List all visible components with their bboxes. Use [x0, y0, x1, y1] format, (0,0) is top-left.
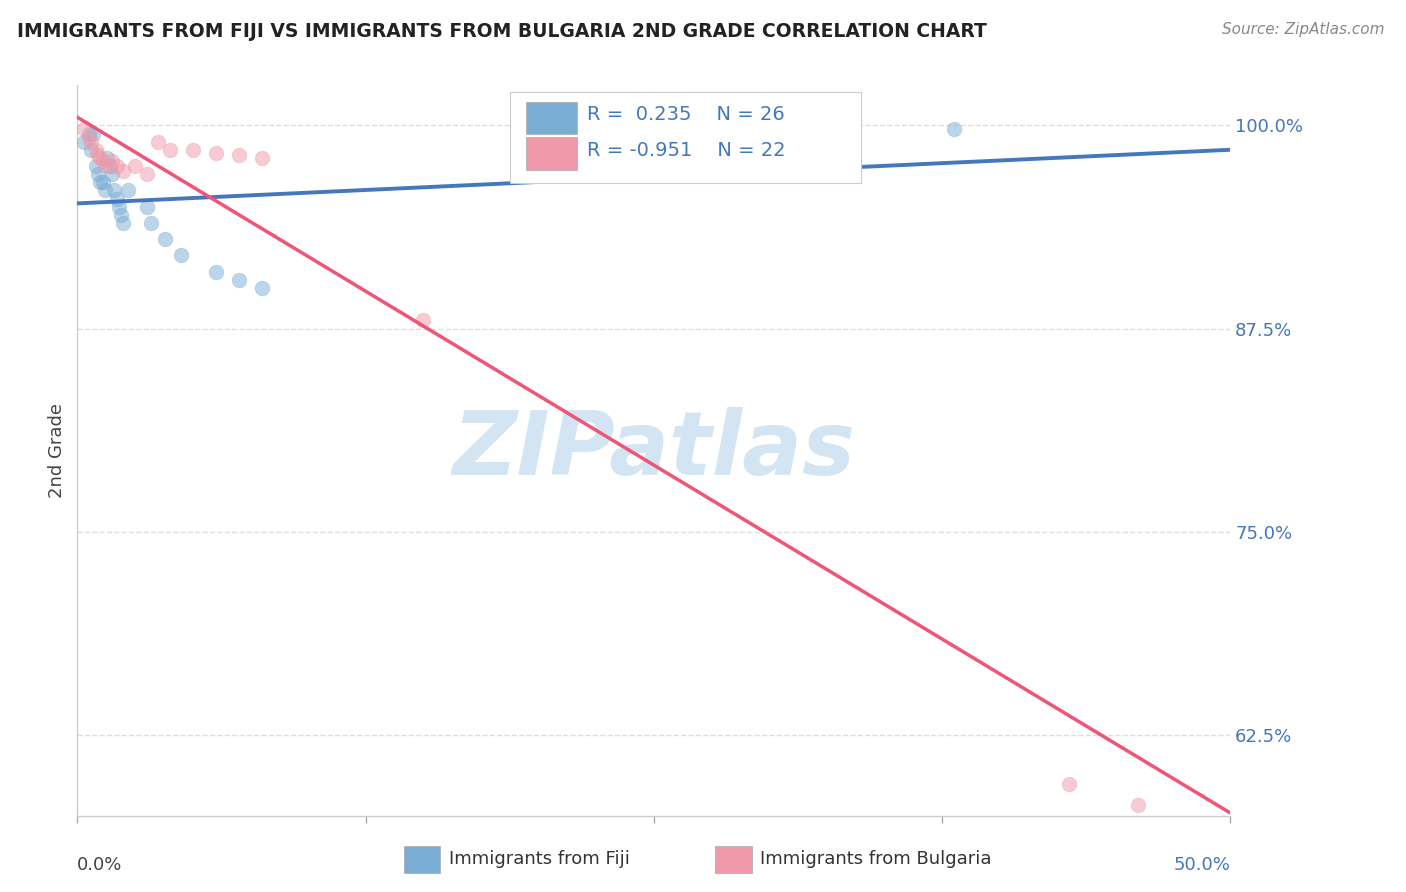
- Point: [1126, 797, 1149, 812]
- Point: [103, 183, 125, 197]
- Point: [153, 232, 176, 246]
- Point: [159, 143, 181, 157]
- Text: 0.0%: 0.0%: [77, 856, 122, 874]
- Point: [94, 183, 117, 197]
- Point: [80, 143, 103, 157]
- Point: [204, 265, 226, 279]
- Point: [80, 135, 103, 149]
- Point: [82, 127, 104, 141]
- Text: ZIPatlas: ZIPatlas: [453, 407, 855, 494]
- Point: [110, 208, 132, 222]
- Point: [87, 167, 110, 181]
- Point: [135, 200, 157, 214]
- Point: [101, 167, 124, 181]
- Point: [101, 154, 124, 169]
- Point: [146, 135, 169, 149]
- Point: [91, 175, 114, 189]
- FancyBboxPatch shape: [510, 92, 862, 184]
- Point: [96, 151, 118, 165]
- Point: [73, 135, 96, 149]
- Point: [204, 146, 226, 161]
- FancyBboxPatch shape: [404, 847, 440, 872]
- Point: [250, 151, 273, 165]
- Point: [112, 164, 135, 178]
- Point: [228, 273, 250, 287]
- Point: [228, 147, 250, 161]
- Point: [108, 200, 131, 214]
- Point: [77, 127, 100, 141]
- FancyBboxPatch shape: [526, 137, 576, 169]
- Point: [84, 159, 107, 173]
- Point: [89, 175, 111, 189]
- Text: IMMIGRANTS FROM FIJI VS IMMIGRANTS FROM BULGARIA 2ND GRADE CORRELATION CHART: IMMIGRANTS FROM FIJI VS IMMIGRANTS FROM …: [17, 22, 987, 41]
- Point: [98, 159, 121, 173]
- Point: [105, 192, 128, 206]
- Point: [117, 183, 139, 197]
- Point: [84, 143, 107, 157]
- Point: [250, 281, 273, 295]
- Point: [87, 147, 110, 161]
- Point: [139, 216, 162, 230]
- Point: [181, 143, 204, 157]
- Point: [77, 131, 100, 145]
- Text: Source: ZipAtlas.com: Source: ZipAtlas.com: [1222, 22, 1385, 37]
- FancyBboxPatch shape: [526, 103, 576, 135]
- Point: [135, 167, 157, 181]
- Point: [1057, 777, 1080, 791]
- Point: [124, 159, 146, 173]
- Text: R = -0.951    N = 22: R = -0.951 N = 22: [586, 141, 786, 160]
- Point: [105, 159, 128, 173]
- Text: 50.0%: 50.0%: [1174, 856, 1230, 874]
- Point: [942, 121, 965, 136]
- Point: [73, 121, 96, 136]
- Point: [89, 151, 111, 165]
- Point: [96, 159, 118, 173]
- Text: Immigrants from Fiji: Immigrants from Fiji: [449, 850, 630, 868]
- FancyBboxPatch shape: [714, 847, 752, 872]
- Point: [412, 313, 434, 327]
- Point: [91, 154, 114, 169]
- Text: R =  0.235    N = 26: R = 0.235 N = 26: [586, 105, 785, 124]
- Text: Immigrants from Bulgaria: Immigrants from Bulgaria: [759, 850, 991, 868]
- Point: [170, 248, 193, 262]
- Y-axis label: 2nd Grade: 2nd Grade: [48, 403, 66, 498]
- Point: [112, 216, 135, 230]
